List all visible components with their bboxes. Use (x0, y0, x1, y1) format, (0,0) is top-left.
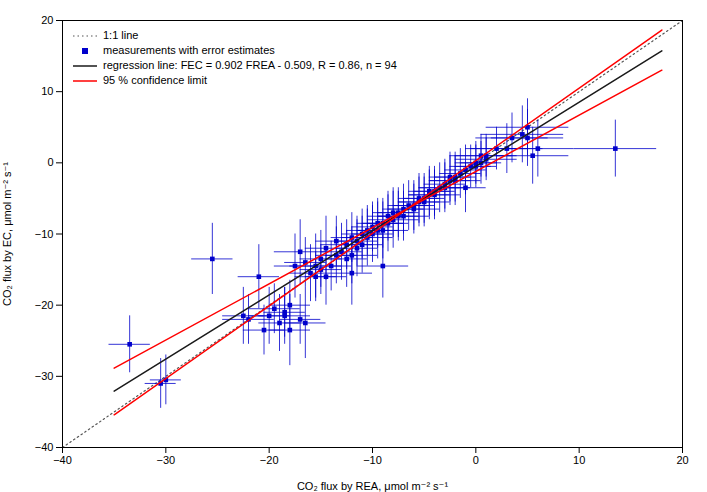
svg-text:10: 10 (41, 85, 53, 97)
svg-text:−40: −40 (35, 441, 54, 453)
svg-text:−20: −20 (35, 299, 54, 311)
svg-text:−30: −30 (35, 370, 54, 382)
svg-text:0: 0 (47, 156, 53, 168)
svg-text:CO₂ flux by EC, μmol m⁻² s⁻¹: CO₂ flux by EC, μmol m⁻² s⁻¹ (1, 162, 13, 306)
html-text:1:1 line: 1:1 line (103, 29, 139, 41)
svg-text:−40: −40 (53, 454, 72, 466)
svg-text:−30: −30 (156, 454, 175, 466)
html-text:95 % confidence limit: 95 % confidence limit (103, 74, 207, 86)
svg-text:20: 20 (41, 14, 53, 26)
svg-text:CO₂ flux by REA, μmol m⁻² s⁻¹: CO₂ flux by REA, μmol m⁻² s⁻¹ (297, 480, 449, 492)
svg-text:20: 20 (676, 454, 688, 466)
svg-text:0: 0 (473, 454, 479, 466)
html-text:regression line: FEC = 0.902 F: regression line: FEC = 0.902 FREA - 0.50… (103, 59, 397, 71)
svg-text:−20: −20 (260, 454, 279, 466)
svg-text:−10: −10 (363, 454, 382, 466)
html-text:measurements with error estima: measurements with error estimates (103, 44, 275, 56)
svg-text:10: 10 (573, 454, 585, 466)
svg-text:−10: −10 (35, 228, 54, 240)
